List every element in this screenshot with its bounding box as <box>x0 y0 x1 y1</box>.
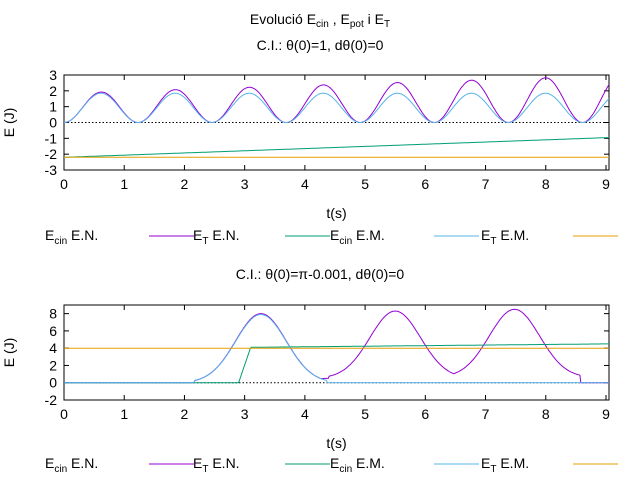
series-line-ecin_em <box>64 92 610 123</box>
y-tick-label: -1 <box>45 130 58 146</box>
y-tick-label: 6 <box>49 323 57 339</box>
y-axis-label: E (J) <box>1 108 17 138</box>
subplot-title: C.I.: θ(0)=π-0.001, dθ(0)=0 <box>236 266 405 282</box>
x-axis-label: t(s) <box>326 435 346 451</box>
chart-panel-bottom: C.I.: θ(0)=π-0.001, dθ(0)=0 0 1 2 3 4 5 6 7 8 9 -20… <box>1 266 618 475</box>
x-tick-label: 6 <box>421 406 429 422</box>
x-tick-label: 0 <box>60 176 68 192</box>
legend-label-ecin_en: Ecin E.N. <box>45 455 98 475</box>
y-tick-label: 0 <box>49 375 57 391</box>
y-axis-label: E (J) <box>1 338 17 368</box>
x-axis-label: t(s) <box>326 205 346 221</box>
legend-label-et_em: ET E.M. <box>481 455 529 475</box>
legend-label-et_en: ET E.N. <box>193 227 240 247</box>
legend-label-ecin_em: Ecin E.M. <box>330 455 385 475</box>
y-tick-label: 4 <box>49 340 57 356</box>
series-line-ecin_em <box>64 314 609 384</box>
x-tick-label: 7 <box>482 406 490 422</box>
x-tick-label: 3 <box>241 176 249 192</box>
x-tick-label: 4 <box>301 176 309 192</box>
x-tick-label: 8 <box>542 406 550 422</box>
y-tick-label: 2 <box>49 83 57 99</box>
x-tick-label: 5 <box>361 406 369 422</box>
x-tick-label: 5 <box>361 176 369 192</box>
y-tick-label: 8 <box>49 306 57 322</box>
x-tick-label: 1 <box>120 406 128 422</box>
legend-label-et_en: ET E.N. <box>193 455 240 475</box>
x-tick-label: 2 <box>181 406 189 422</box>
series-line-et_en <box>64 343 609 384</box>
x-tick-label: 0 <box>60 406 68 422</box>
series-line-ecin_en <box>64 77 610 123</box>
x-tick-label: 6 <box>421 176 429 192</box>
legend-label-ecin_em: Ecin E.M. <box>330 227 385 247</box>
y-tick-label: 2 <box>49 357 57 373</box>
x-tick-label: 3 <box>241 406 249 422</box>
plot-frame <box>63 304 610 401</box>
legend-label-ecin_en: Ecin E.N. <box>45 227 98 247</box>
series-line-et_en <box>64 137 610 158</box>
x-tick-label: 7 <box>482 176 490 192</box>
x-tick-label: 9 <box>602 406 610 422</box>
y-tick-label: -2 <box>45 392 58 408</box>
figure-title: Evolució Ecin , Epot i ET <box>250 11 390 30</box>
y-tick-label: 1 <box>49 99 57 115</box>
subplot-title: C.I.: θ(0)=1, dθ(0)=0 <box>257 37 384 53</box>
x-tick-label: 1 <box>120 176 128 192</box>
x-tick-label: 2 <box>181 176 189 192</box>
y-tick-label: 0 <box>49 115 57 131</box>
legend-label-et_em: ET E.M. <box>481 227 529 247</box>
x-tick-label: 9 <box>602 176 610 192</box>
y-tick-label: -3 <box>45 162 58 178</box>
x-tick-label: 8 <box>542 176 550 192</box>
y-tick-label: -2 <box>45 146 58 162</box>
y-tick-label: 3 <box>49 67 57 83</box>
chart-panel-top: C.I.: θ(0)=1, dθ(0)=00 1 2 3 4 5 6 7 8 9-3-2-1012… <box>1 37 618 247</box>
x-tick-label: 4 <box>301 406 309 422</box>
